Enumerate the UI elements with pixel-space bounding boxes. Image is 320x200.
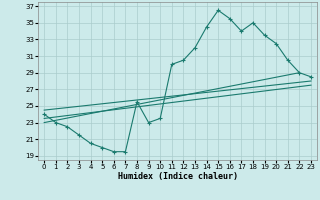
X-axis label: Humidex (Indice chaleur): Humidex (Indice chaleur) bbox=[118, 172, 238, 181]
